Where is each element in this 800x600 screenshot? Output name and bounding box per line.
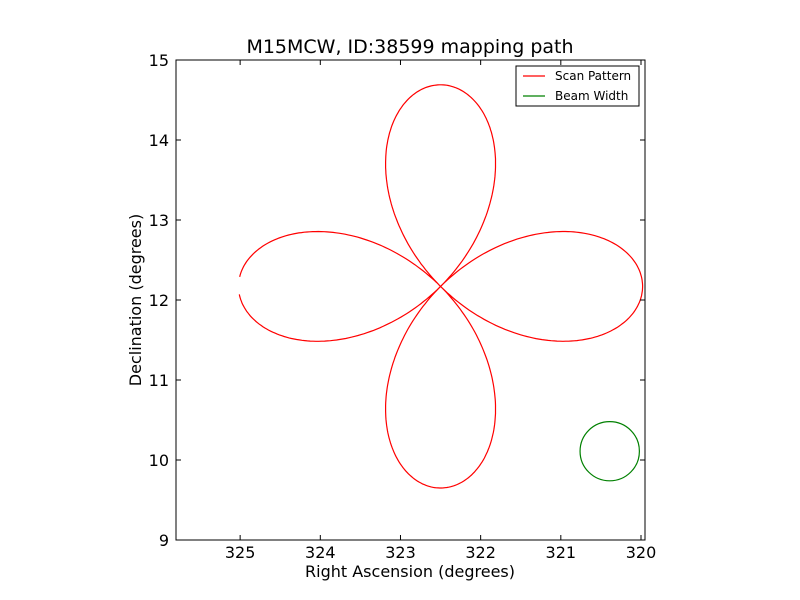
x-axis-label: Right Ascension (degrees)	[305, 562, 515, 581]
y-tick-label: 15	[149, 51, 169, 70]
y-tick-label: 12	[149, 291, 169, 310]
legend-label-beam-width: Beam Width	[555, 89, 628, 103]
plot-frame	[175, 59, 646, 541]
y-axis-label: Declination (degrees)	[126, 214, 145, 386]
legend-label-scan-pattern: Scan Pattern	[555, 69, 631, 83]
y-tick-label: 14	[149, 131, 169, 150]
y-tick-label: 13	[149, 211, 169, 230]
x-tick-label: 324	[305, 543, 336, 562]
legend-box	[515, 65, 640, 107]
beam-width-circle	[579, 421, 640, 482]
chart-title: M15MCW, ID:38599 mapping path	[246, 36, 573, 58]
x-tick-label: 321	[546, 543, 577, 562]
y-tick-label: 11	[149, 371, 169, 390]
legend: Scan Pattern Beam Width	[515, 65, 640, 107]
y-tick-label: 10	[149, 451, 169, 470]
plot-area: 325 324 323 322 321 320 9 10 11 12 13 14 15	[149, 51, 657, 562]
x-tick-label: 322	[465, 543, 496, 562]
y-tick-label: 9	[159, 531, 169, 550]
scan-pattern-line	[238, 84, 644, 489]
x-tick-label: 323	[385, 543, 416, 562]
x-tick-label: 320	[626, 543, 657, 562]
x-tick-label: 325	[225, 543, 256, 562]
